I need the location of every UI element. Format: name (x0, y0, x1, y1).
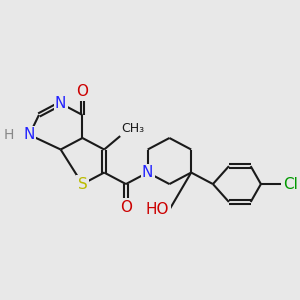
Text: N: N (55, 96, 66, 111)
Text: N: N (142, 165, 153, 180)
Text: O: O (76, 84, 88, 99)
Text: Cl: Cl (283, 177, 298, 192)
Text: H: H (4, 128, 14, 142)
Text: HO: HO (146, 202, 169, 217)
Text: N: N (24, 127, 35, 142)
Text: S: S (78, 177, 87, 192)
Text: O: O (120, 200, 132, 214)
Text: CH₃: CH₃ (121, 122, 144, 135)
